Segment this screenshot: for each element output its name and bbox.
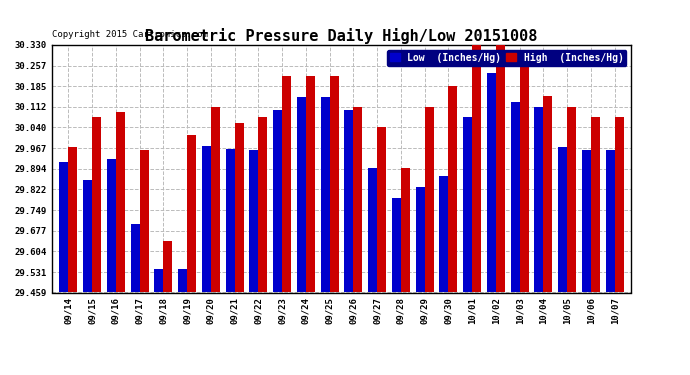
- Bar: [344, 110, 353, 292]
- Bar: [187, 135, 196, 292]
- Bar: [107, 159, 116, 292]
- Bar: [92, 117, 101, 292]
- Bar: [472, 45, 481, 292]
- Bar: [297, 97, 306, 292]
- Bar: [68, 147, 77, 292]
- Bar: [273, 110, 282, 292]
- Bar: [392, 198, 401, 292]
- Bar: [463, 117, 472, 292]
- Bar: [544, 96, 553, 292]
- Text: Copyright 2015 Cartronics.com: Copyright 2015 Cartronics.com: [52, 30, 208, 39]
- Bar: [368, 168, 377, 292]
- Bar: [249, 150, 259, 292]
- Bar: [353, 106, 362, 292]
- Bar: [401, 168, 410, 292]
- Bar: [330, 76, 339, 292]
- Bar: [582, 150, 591, 292]
- Bar: [535, 107, 544, 292]
- Bar: [83, 180, 92, 292]
- Title: Barometric Pressure Daily High/Low 20151008: Barometric Pressure Daily High/Low 20151…: [146, 28, 538, 44]
- Bar: [520, 66, 529, 292]
- Bar: [567, 107, 576, 292]
- Bar: [615, 117, 624, 292]
- Bar: [321, 97, 330, 292]
- Bar: [282, 76, 291, 292]
- Bar: [235, 123, 244, 292]
- Bar: [178, 269, 187, 292]
- Bar: [415, 187, 424, 292]
- Bar: [377, 127, 386, 292]
- Bar: [164, 241, 172, 292]
- Bar: [211, 106, 220, 292]
- Bar: [259, 117, 268, 292]
- Bar: [511, 102, 520, 292]
- Bar: [226, 149, 235, 292]
- Bar: [558, 147, 567, 292]
- Bar: [440, 176, 449, 292]
- Bar: [139, 150, 148, 292]
- Bar: [424, 107, 434, 292]
- Bar: [59, 162, 68, 292]
- Bar: [116, 112, 125, 292]
- Bar: [130, 224, 139, 292]
- Bar: [155, 269, 164, 292]
- Bar: [496, 42, 505, 292]
- Legend: Low  (Inches/Hg), High  (Inches/Hg): Low (Inches/Hg), High (Inches/Hg): [387, 50, 627, 66]
- Bar: [202, 146, 211, 292]
- Bar: [487, 73, 496, 292]
- Bar: [448, 86, 457, 292]
- Bar: [306, 76, 315, 292]
- Bar: [591, 117, 600, 292]
- Bar: [606, 150, 615, 292]
